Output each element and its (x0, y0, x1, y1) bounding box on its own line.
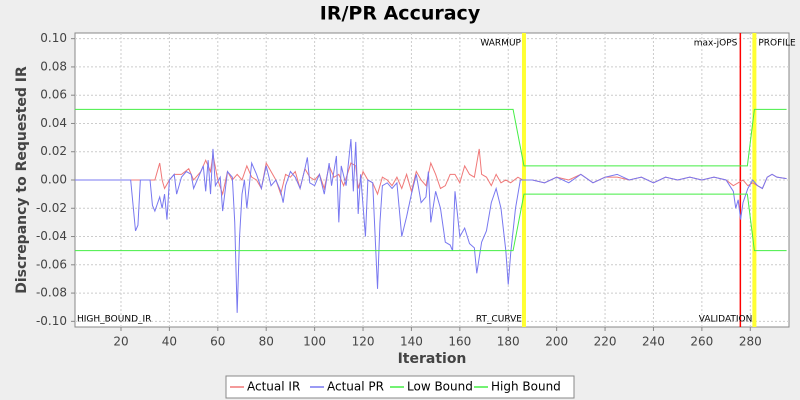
x-tick-label: 120 (352, 335, 375, 349)
y-tick-label: 0.00 (40, 173, 67, 187)
x-axis-label: Iteration (398, 351, 467, 367)
x-tick-label: 280 (739, 335, 762, 349)
series-line (75, 138, 787, 313)
chart-title: IR/PR Accuracy (320, 3, 481, 25)
y-tick-label: -0.02 (36, 201, 67, 215)
phase-label: RT_CURVE (476, 315, 522, 325)
y-tick-label: 0.10 (40, 31, 67, 45)
x-tick-label: 260 (690, 335, 713, 349)
x-tick-label: 20 (113, 335, 128, 349)
y-tick-label: -0.08 (36, 286, 67, 300)
phase-label: VALIDATION (699, 315, 753, 325)
y-tick-label: -0.06 (36, 257, 67, 271)
marker-label: PROFILE (758, 39, 796, 49)
plot-content (75, 33, 789, 327)
y-tick-label: -0.10 (36, 314, 67, 328)
y-tick-label: 0.02 (40, 144, 67, 158)
legend-label: Actual PR (327, 380, 384, 394)
x-tick-label: 220 (594, 335, 617, 349)
marker-label: WARMUP (480, 39, 521, 49)
marker-label: max-jOPS (694, 39, 738, 49)
y-axis-label: Discrepancy to Requested IR (14, 66, 30, 294)
series-line (75, 193, 787, 252)
x-tick-label: 200 (545, 335, 568, 349)
y-tick-label: 0.04 (40, 116, 67, 130)
series-line (75, 108, 787, 167)
legend-label: High Bound (491, 380, 561, 394)
y-tick-label: -0.04 (36, 229, 67, 243)
legend-label: Low Bound (407, 380, 473, 394)
x-tick-label: 80 (259, 335, 274, 349)
y-tick-label: 0.08 (40, 59, 67, 73)
x-tick-label: 160 (448, 335, 471, 349)
x-tick-label: 100 (303, 335, 326, 349)
x-tick-label: 40 (162, 335, 177, 349)
x-tick-label: 180 (497, 335, 520, 349)
x-tick-label: 140 (400, 335, 423, 349)
x-tick-label: 60 (210, 335, 225, 349)
y-tick-label: 0.06 (40, 88, 67, 102)
x-tick-label: 240 (642, 335, 665, 349)
legend-label: Actual IR (247, 380, 300, 394)
phase-label: HIGH_BOUND_IR (77, 315, 151, 325)
